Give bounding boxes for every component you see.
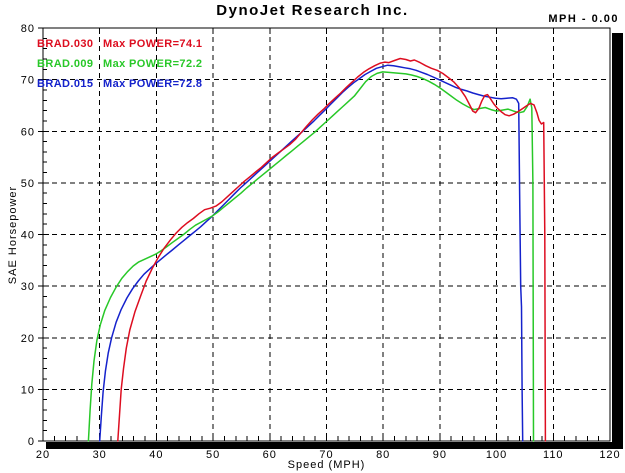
x-axis-title: Speed (MPH) [287,459,366,471]
right-shadow-bar [612,33,623,448]
x-tick-label: 80 [376,449,390,461]
x-tick-label: 50 [206,449,220,461]
x-tick-label: 40 [149,449,163,461]
series-line-BRAD.015 [98,64,524,442]
x-tick-label: 120 [599,449,620,461]
x-tick-label: 100 [486,449,507,461]
x-tick-label: 90 [433,449,447,461]
chart-legend: BRAD.030 Max POWER=74.1 BRAD.009 Max POWER=… [37,34,202,94]
y-tick-label: 30 [21,281,35,293]
y-tick-label: 20 [21,333,35,345]
y-tick-label: 40 [21,230,35,242]
x-tick-label: 20 [36,449,50,461]
legend-entry-BRAD.030: BRAD.030 Max POWER=74.1 [37,34,202,54]
legend-entry-BRAD.009: BRAD.009 Max POWER=72.2 [37,54,202,74]
x-tick-label: 70 [319,449,333,461]
page-title: DynoJet Research Inc. [216,2,409,19]
legend-entry-BRAD.015: BRAD.015 Max POWER=72.8 [37,74,202,94]
legend-file-label: BRAD.015 [37,78,94,90]
x-tick-label: 30 [93,449,107,461]
bottom-shadow-bar [46,442,623,449]
legend-file-label: BRAD.030 [37,38,94,50]
y-tick-label: 0 [28,436,35,448]
y-tick-label: 50 [21,178,35,190]
legend-power-label: Max POWER=72.2 [103,58,203,70]
series-line-BRAD.030 [117,57,547,442]
y-tick-label: 80 [21,23,35,35]
legend-power-label: Max POWER=74.1 [103,38,203,50]
y-tick-label: 70 [21,75,35,87]
x-tick-label: 110 [543,449,564,461]
legend-file-label: BRAD.009 [37,58,94,70]
y-tick-label: 60 [21,126,35,138]
x-tick-label: 60 [263,449,277,461]
y-tick-label: 10 [21,384,35,396]
mph-readout: MPH - 0.00 [548,13,619,25]
series-line-BRAD.009 [87,71,535,442]
legend-power-label: Max POWER=72.8 [103,78,203,90]
y-axis-title: SAE Horsepower [7,185,19,285]
